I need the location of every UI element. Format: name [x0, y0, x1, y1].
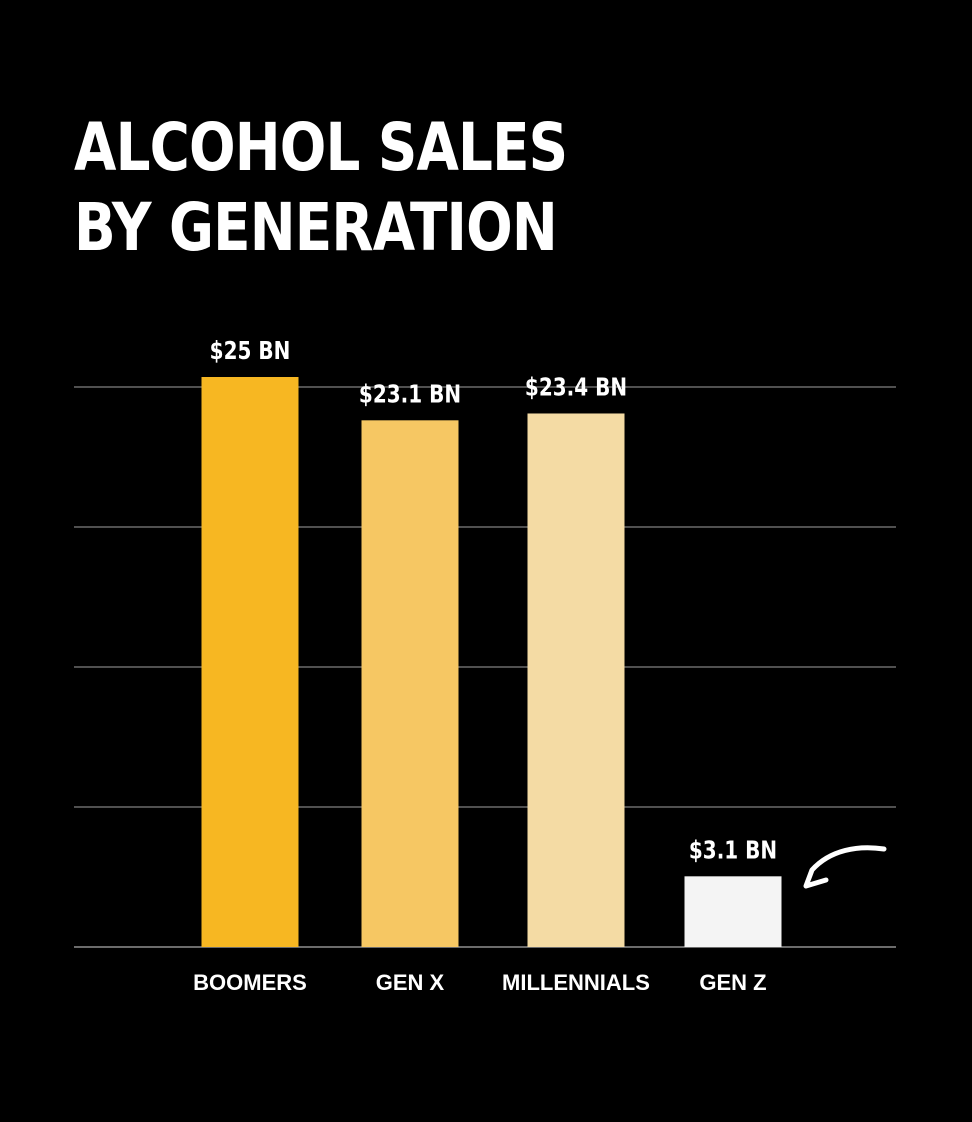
value-label-millennials: $23.4 BN — [525, 373, 627, 402]
value-label-gen-z: $3.1 BN — [689, 836, 777, 865]
value-label-gen-x: $23.1 BN — [359, 380, 461, 409]
category-label-millennials: MILLENNIALS — [502, 970, 650, 995]
chart-title: ALCOHOL SALES BY GENERATION — [74, 108, 568, 268]
category-label-boomers: BOOMERS — [193, 970, 307, 995]
category-label-gen-z: GEN Z — [699, 970, 766, 995]
category-labels: BOOMERS GEN X MILLENNIALS GEN Z — [193, 970, 766, 995]
bar-gen-z — [684, 876, 782, 947]
gen-z-arrow-icon — [803, 845, 887, 889]
bars — [201, 377, 782, 948]
value-labels: $25 BN $23.1 BN $23.4 BN $3.1 BN — [210, 337, 777, 865]
chart-title-line-1: ALCOHOL SALES — [74, 109, 568, 186]
chart-title-line-2: BY GENERATION — [74, 189, 558, 266]
category-label-gen-x: GEN X — [376, 970, 445, 995]
bar-gen-x — [361, 420, 459, 947]
bar-millennials — [527, 413, 625, 948]
value-label-boomers: $25 BN — [210, 337, 291, 366]
bar-boomers — [201, 377, 299, 947]
